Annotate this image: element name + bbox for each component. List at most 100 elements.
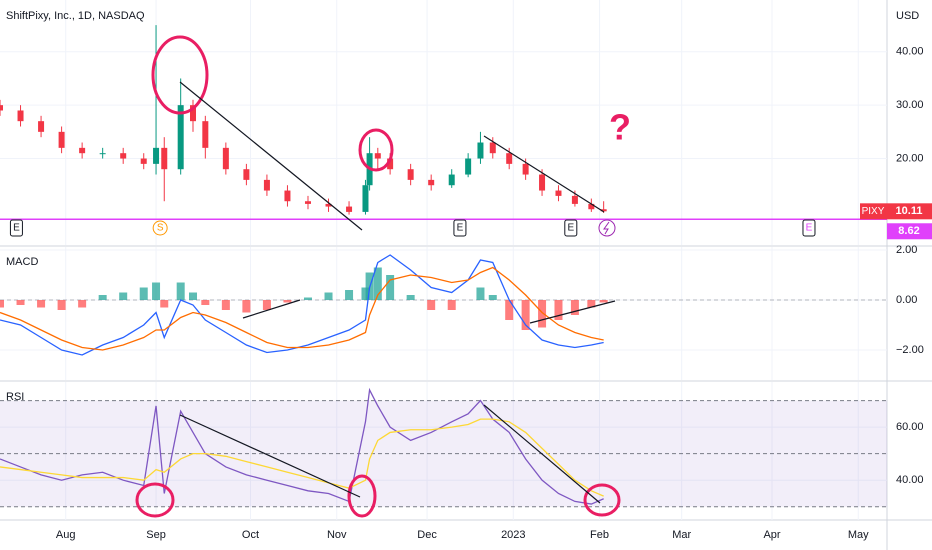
candle-body: [190, 105, 197, 122]
y-tick-label: 60.00: [896, 421, 924, 433]
candle-body: [202, 121, 209, 148]
histogram-bar: [189, 292, 198, 300]
currency: USD: [896, 10, 919, 22]
candle-body: [489, 142, 496, 154]
histogram-bar: [386, 275, 395, 300]
histogram-bar: [16, 300, 25, 305]
histogram-bar: [57, 300, 66, 310]
candle-body: [346, 206, 353, 212]
candle-body: [284, 190, 291, 202]
x-tick-label: Apr: [763, 529, 780, 541]
histogram-bar: [345, 290, 354, 300]
level-label: 8.62: [898, 225, 919, 237]
dividend-icon: [598, 219, 616, 237]
histogram-bar: [476, 287, 485, 300]
y-tick-label: 40.00: [896, 46, 924, 58]
candle-body: [387, 158, 394, 170]
histogram-bar: [152, 282, 161, 300]
event-marker: [152, 220, 168, 236]
symbol: PIXY: [862, 206, 885, 217]
histogram-bar: [427, 300, 436, 310]
x-tick-label: 2023: [501, 529, 525, 541]
event-marker: [9, 219, 23, 237]
histogram-bar: [119, 292, 128, 300]
histogram-bar: [587, 300, 596, 308]
histogram-bar: [98, 295, 107, 300]
histogram-bar: [37, 300, 46, 308]
x-tick-label: Mar: [672, 529, 691, 541]
candle-body: [448, 174, 455, 186]
trendline: [529, 300, 616, 324]
candle-body: [555, 190, 562, 196]
x-tick-label: Dec: [417, 529, 437, 541]
candle-body: [571, 195, 578, 204]
trendline: [179, 414, 361, 498]
event-marker: [802, 219, 816, 237]
histogram-bar: [361, 287, 370, 300]
candle-body: [477, 142, 484, 159]
event-marker: [564, 219, 578, 237]
candle-body: [222, 147, 229, 170]
y-tick-label: 0.00: [896, 294, 917, 306]
x-tick-label: May: [848, 529, 869, 541]
last-price: 10.11: [896, 205, 923, 217]
histogram-bar: [303, 297, 312, 300]
histogram-bar: [262, 300, 271, 310]
x-tick-label: Feb: [590, 529, 609, 541]
circle-note: [583, 483, 621, 517]
y-tick-label: 2.00: [896, 244, 917, 256]
event-marker: [453, 219, 467, 237]
histogram-bar: [283, 300, 292, 303]
candle-body: [465, 158, 472, 175]
event-label: E: [13, 223, 20, 234]
candle-body: [120, 153, 127, 159]
candle-body: [177, 105, 184, 170]
x-tick-label: Aug: [56, 529, 76, 541]
series-line: [0, 387, 604, 505]
histogram-bar: [570, 300, 579, 315]
series-line: [0, 266, 604, 351]
trendline: [483, 404, 601, 504]
candle-body: [506, 153, 513, 164]
last-price-bg: [887, 203, 932, 220]
histogram-bar: [160, 300, 169, 308]
histogram-bar: [447, 300, 456, 310]
candle-body: [243, 169, 250, 180]
candle-body: [99, 153, 106, 155]
histogram-bar: [139, 287, 148, 300]
candle-body: [600, 209, 607, 212]
x-tick-label: Oct: [242, 529, 259, 541]
y-tick-label: −2.00: [896, 344, 924, 356]
circle-note: [151, 35, 209, 115]
histogram-bar: [324, 292, 333, 300]
histogram-bar: [538, 300, 547, 328]
trendline: [242, 299, 301, 319]
annotations: ?: [135, 35, 631, 518]
pane-title: MACD: [6, 256, 38, 268]
event-label: E: [567, 223, 574, 234]
circle-note: [347, 474, 377, 518]
y-tick-label: 40.00: [896, 474, 924, 486]
trendline: [483, 135, 605, 213]
histogram-bar: [554, 300, 563, 320]
candle-body: [522, 163, 529, 175]
candle-body: [539, 174, 546, 191]
pane-title: RSI: [6, 391, 24, 403]
x-tick-label: Nov: [327, 529, 347, 541]
event-label: E: [806, 223, 813, 234]
candle-body: [263, 179, 270, 191]
histogram-bar: [406, 295, 415, 300]
symbol-bg: [860, 203, 887, 220]
level-label-bg: [887, 223, 932, 240]
candle-body: [38, 121, 45, 132]
event-label: S: [157, 223, 164, 234]
chart-title: ShiftPixy, Inc., 1D, NASDAQ: [6, 10, 145, 22]
y-tick-label: 30.00: [896, 99, 924, 111]
circle-note: [135, 482, 175, 518]
candle-body: [304, 201, 311, 204]
y-tick-label: 20.00: [896, 152, 924, 164]
candle-body: [140, 158, 147, 164]
histogram-bar: [505, 300, 514, 320]
histogram-bar: [521, 300, 530, 330]
